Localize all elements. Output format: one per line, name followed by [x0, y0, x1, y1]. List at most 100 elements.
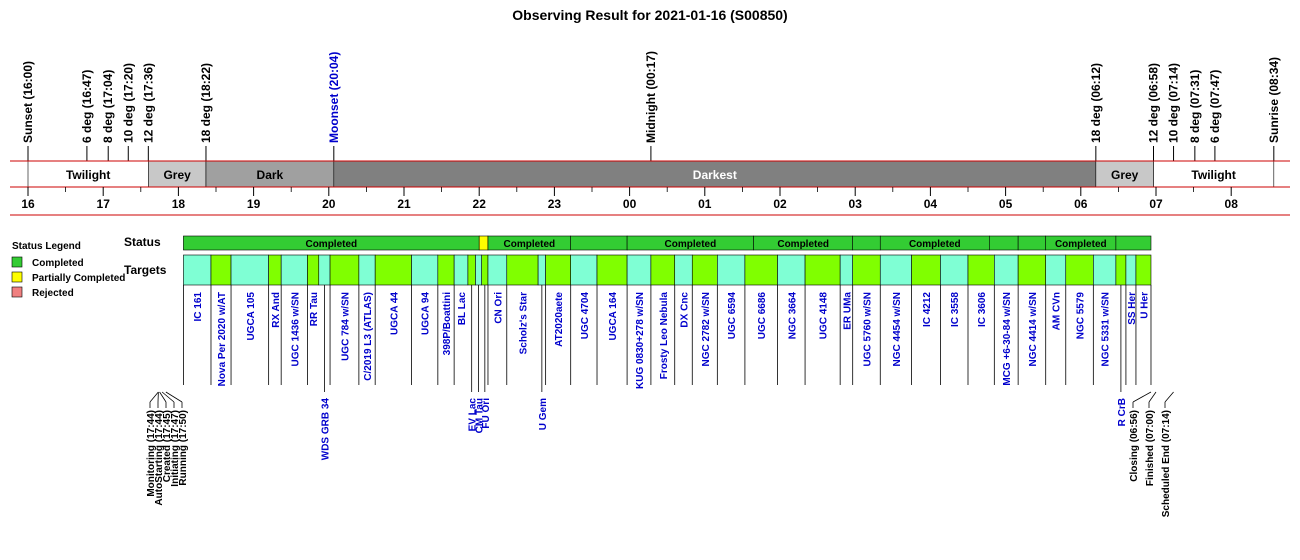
- target-label: NGC 5579: [1076, 292, 1087, 340]
- target-block: [230, 254, 269, 286]
- hour-label: 01: [698, 197, 712, 211]
- hour-label: 05: [999, 197, 1013, 211]
- state-label: Initiating (17:47): [170, 410, 181, 487]
- target-label: 398P/Boattini: [442, 292, 453, 356]
- status-segment: [1017, 235, 1047, 251]
- target-block: [183, 254, 212, 286]
- target-block: [307, 254, 320, 286]
- target-block: [210, 254, 232, 286]
- target-block: [570, 254, 598, 286]
- state-leader: [1148, 391, 1157, 403]
- target-label: AT2020aete: [554, 292, 565, 347]
- hour-label: 22: [473, 197, 487, 211]
- hour-label: 17: [97, 197, 111, 211]
- target-label: MCG +6-30-84 w/SN: [1002, 292, 1013, 386]
- darkness-phase-bar: Twilight Grey Dark Darkest Grey Twilight: [10, 160, 1290, 188]
- target-label: Scholz's Star: [518, 292, 529, 355]
- target-label: UGC 4704: [580, 292, 591, 340]
- target-block: [374, 254, 412, 286]
- phase-label: Twilight: [66, 168, 110, 182]
- target-block: [839, 254, 853, 286]
- target-label: NGC 4414 w/SN: [1028, 292, 1039, 366]
- target-block: [940, 254, 969, 286]
- target-block: [329, 254, 360, 286]
- state-label: Scheduled End (07:14): [1161, 410, 1172, 517]
- target-block: [852, 254, 881, 286]
- target-label: UGC 784 w/SN: [340, 292, 351, 361]
- status-legend: Status Legend Completed Partially Complete…: [11, 241, 125, 299]
- state-events: Monitoring (17:44)AutoStarting (17:44)Cr…: [146, 391, 1174, 517]
- target-block: [1115, 254, 1127, 286]
- target-block: [1045, 254, 1067, 286]
- target-label: UGCA 94: [421, 292, 432, 335]
- status-segment: [570, 235, 628, 251]
- event-label: Midnight (00:17): [644, 51, 658, 143]
- status-segment-label: Completed: [503, 239, 555, 250]
- target-block: [911, 254, 941, 286]
- state-label: Created (17:45): [162, 410, 173, 482]
- target-label: NGC 5331 w/SN: [1101, 292, 1112, 366]
- status-segment-label: Completed: [665, 239, 717, 250]
- legend-label: Completed: [32, 258, 84, 269]
- targets-row-label: Targets: [124, 263, 167, 277]
- state-leader: [165, 391, 183, 403]
- target-label: UGC 6686: [757, 292, 768, 340]
- target-block: [1065, 254, 1094, 286]
- event-label: 10 deg (07:14): [1167, 63, 1181, 143]
- event-label: 6 deg (07:47): [1208, 70, 1222, 143]
- target-block: [1093, 254, 1117, 286]
- legend-label: Partially Completed: [32, 273, 125, 284]
- target-block: [1125, 254, 1137, 286]
- status-segment-label: Completed: [777, 239, 829, 250]
- status-segment-label: Completed: [305, 239, 357, 250]
- state-leader: [1164, 391, 1174, 403]
- target-block: [879, 254, 912, 286]
- target-label: UGC 1436 w/SN: [290, 292, 301, 366]
- target-block: [717, 254, 746, 286]
- target-label: IC 4212: [922, 292, 933, 327]
- legend-label: Rejected: [32, 288, 74, 299]
- hour-axis: 16 17 18 19 20 21 22 23 00 01 02 03 04 05 06 07 08: [10, 187, 1290, 216]
- state-label: Running (17:50): [178, 410, 189, 486]
- target-block: [967, 254, 995, 286]
- hour-label: 07: [1149, 197, 1163, 211]
- state-label: Monitoring (17:44): [146, 410, 157, 497]
- event-label: Sunrise (08:34): [1267, 57, 1281, 143]
- hour-label: 19: [247, 197, 261, 211]
- target-label: CN Ori: [493, 292, 504, 324]
- target-label: KUG 0830+278 w/SN: [635, 292, 646, 389]
- hour-label: 06: [1074, 197, 1088, 211]
- target-block: [1017, 254, 1047, 286]
- target-block: [1135, 254, 1152, 286]
- legend-swatch: [11, 271, 23, 283]
- hour-label: 02: [773, 197, 787, 211]
- hour-label: 03: [849, 197, 863, 211]
- event-markers: Sunset (16:00) 6 deg (16:47) 8 deg (17:04)…: [21, 51, 1281, 161]
- event-label: 12 deg (06:58): [1146, 63, 1160, 143]
- event-label: 8 deg (07:31): [1188, 70, 1202, 143]
- hour-label: 18: [172, 197, 186, 211]
- target-block: [411, 254, 439, 286]
- target-label: UGCA 44: [389, 292, 400, 335]
- target-block: [481, 254, 489, 286]
- target-block: [804, 254, 841, 286]
- event-label: 12 deg (17:36): [141, 63, 155, 143]
- target-label: EV Lac: [468, 398, 479, 432]
- target-block: [318, 254, 331, 286]
- target-block: [268, 254, 282, 286]
- phase-label: Grey: [163, 168, 191, 182]
- hour-label: 16: [21, 197, 35, 211]
- target-label: UGC 4148: [819, 292, 830, 340]
- status-segment-label: Completed: [1055, 239, 1107, 250]
- hour-label: 04: [924, 197, 938, 211]
- event-label: 10 deg (17:20): [121, 63, 135, 143]
- target-block: [545, 254, 571, 286]
- target-label: NGC 4454 w/SN: [892, 292, 903, 366]
- target-label: UGC 5760 w/SN: [862, 292, 873, 366]
- state-leader: [149, 391, 159, 403]
- phase-label: Dark: [257, 168, 284, 182]
- target-block: [475, 254, 483, 286]
- phase-label: Darkest: [693, 168, 737, 182]
- target-label: UGCA 105: [246, 292, 257, 341]
